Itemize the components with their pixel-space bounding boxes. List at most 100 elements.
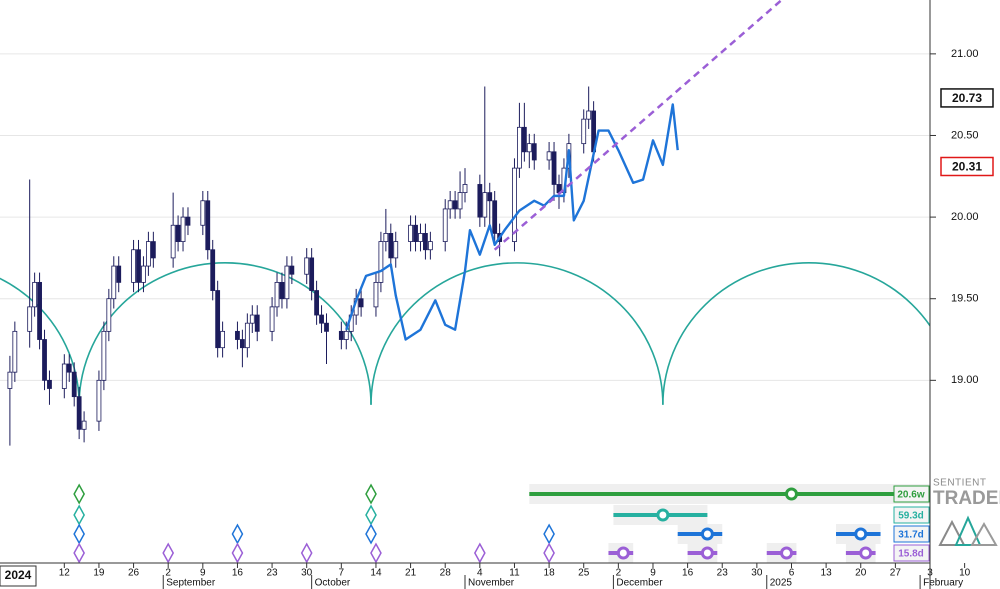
candle-body [586,110,592,120]
candle-body [235,330,240,340]
x-tick-label: 10 [959,568,971,579]
candle-body [254,314,260,332]
x-tick-label: 9 [200,568,206,579]
cycle-diamond [365,523,377,545]
candle-body [274,281,280,308]
x-tick-label: 12 [59,568,71,579]
candle-body [447,200,453,210]
window-center [859,546,873,560]
candle-body [408,224,413,242]
candle-body [531,143,537,161]
candle-body [244,322,250,349]
candle-body [61,363,67,389]
candle-body [32,281,38,308]
candle-body [131,249,136,283]
candle-body [37,281,42,340]
trendline [493,0,783,251]
candle-body [319,314,324,324]
cycle-diamond [162,542,175,563]
month-label: February [923,578,963,589]
candle-body [27,306,33,332]
cycle-label: 15.8d [898,549,924,560]
price-tag-label: 20.31 [952,160,982,174]
cycle-label-box [893,525,930,543]
candle-body [526,143,532,153]
cycle-label-box [893,506,930,524]
window-center [700,527,714,541]
candle-body [358,298,364,308]
candle-body [442,208,448,242]
candle-body [170,224,176,259]
candle-body [343,330,349,340]
cycle-diamond [73,542,86,563]
candle-body [314,290,319,316]
candle-body [249,314,255,324]
projection-line [345,103,679,341]
y-tick-label: 19.00 [951,374,979,386]
x-tick-label: 16 [682,568,694,579]
window-center [854,527,868,541]
candle-body [96,379,102,422]
month-label: October [315,578,351,589]
x-tick-label: 13 [821,568,833,579]
candle-body [324,322,329,332]
cycle-label: 59.3d [898,511,924,522]
candle-body [71,371,77,398]
cycle-arc [78,262,372,405]
candle-body [279,281,285,300]
candle-body [111,265,117,300]
candle-body [452,200,458,210]
x-tick-label: 23 [267,568,279,579]
candle-body [180,216,186,242]
price-tag-box [940,156,994,177]
month-label: 2025 [770,578,793,589]
x-tick-label: 28 [440,568,452,579]
candle-body [47,379,52,389]
candle-body [487,192,493,202]
candle-body [462,184,468,194]
month-label: September [166,578,216,589]
x-tick-label: 26 [128,568,140,579]
candle-body [304,257,310,275]
candle-body [521,126,527,153]
x-tick-label: 30 [751,568,763,579]
x-tick-label: 23 [717,568,729,579]
logo-shape [970,521,998,546]
candle-body [309,257,315,291]
candle-body [284,265,290,300]
start-label-box [0,565,37,587]
y-tick-label: 20.00 [951,211,979,223]
window-center [700,546,714,560]
x-tick-label: 6 [789,568,795,579]
x-tick-label: 27 [890,568,902,579]
cycle-diamond [73,483,86,505]
x-tick-label: 11 [509,568,520,579]
cycle-arc [0,277,80,405]
cycle-label-box [893,485,930,503]
x-tick-label: 25 [578,568,590,579]
logo: SENTIENT TRADER [933,478,1000,546]
candle-body [7,371,13,389]
candle-body [551,151,557,185]
logo-shape [938,519,966,546]
candle-body [269,306,275,332]
x-tick-label: 18 [544,568,556,579]
x-tick-label: 21 [405,568,417,579]
candle-body [418,233,423,242]
candle-body [150,241,156,259]
cycle-label: 20.6w [897,490,924,501]
cycle-label: 31.7d [898,530,924,541]
candle-body [427,241,433,251]
x-tick-label: 9 [650,568,656,579]
x-tick-label: 19 [93,568,105,579]
candle-body [378,241,384,283]
candle-body [581,118,587,145]
y-tick-label: 19.50 [951,293,979,305]
candle-body [106,298,112,332]
logo-line1: SENTIENT [933,478,986,489]
candle-body [373,281,379,308]
candle-body [338,330,344,340]
candle-body [383,233,389,242]
